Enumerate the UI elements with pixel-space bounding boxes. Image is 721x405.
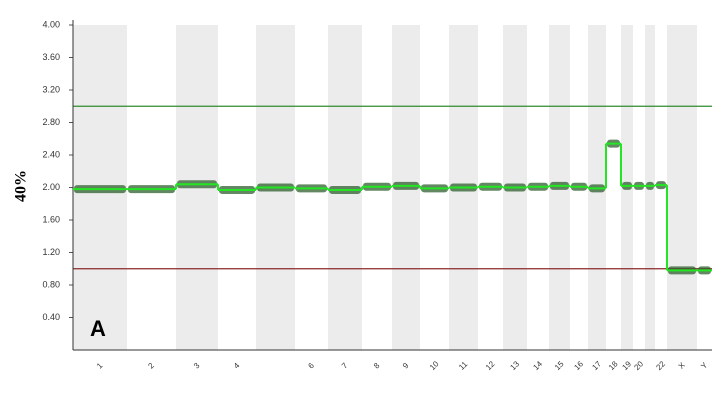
x-tick-label: 18	[607, 359, 620, 372]
x-tick-label: 14	[531, 359, 544, 372]
x-tick-label: 11	[457, 359, 470, 372]
y-tick-label: 3.20	[42, 84, 60, 94]
y-tick-label: 2.80	[42, 117, 60, 127]
x-tick-label: 8	[372, 361, 382, 371]
x-tick-label: 2	[146, 361, 156, 371]
x-tick-label: 4	[232, 361, 242, 371]
x-tick-label: 12	[484, 359, 497, 372]
band-shade	[667, 25, 697, 350]
x-tick-label: Y	[699, 360, 710, 371]
x-tick-label: 6	[306, 361, 316, 371]
x-tick-label: X	[677, 360, 688, 371]
x-tick-label: 3	[192, 361, 202, 371]
x-tick-label: 17	[590, 359, 603, 372]
y-tick-label: 1.20	[42, 247, 60, 257]
x-tick-label: 10	[428, 359, 441, 372]
x-tick-label: 16	[572, 359, 585, 372]
x-tick-label: 7	[340, 361, 350, 371]
y-axis-title: 40%	[13, 170, 30, 202]
y-tick-label: 2.00	[42, 182, 60, 192]
annotation: A	[90, 316, 106, 341]
x-tick-label: 1	[95, 361, 105, 371]
y-tick-label: 1.60	[42, 214, 60, 224]
y-tick-label: 3.60	[42, 52, 60, 62]
x-tick-label: 9	[401, 361, 411, 371]
y-tick-label: 2.40	[42, 149, 60, 159]
x-tick-label: 15	[553, 359, 566, 372]
y-tick-label: 0.80	[42, 279, 60, 289]
y-tick-label: 0.40	[42, 312, 60, 322]
x-tick-label: 20	[632, 359, 645, 372]
x-tick-label: 22	[654, 359, 667, 372]
x-tick-label: 13	[508, 359, 521, 372]
y-tick-label: 4.00	[42, 19, 60, 29]
